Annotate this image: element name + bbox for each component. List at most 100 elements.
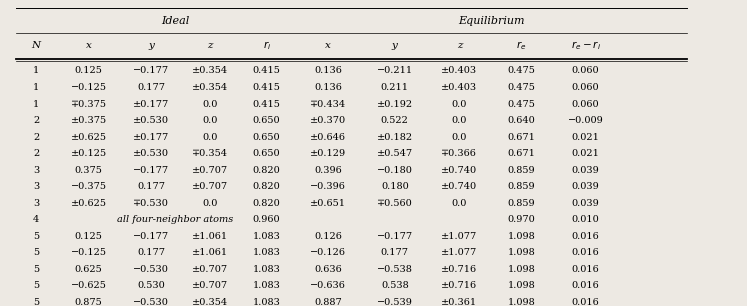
Text: ±0.740: ±0.740 (441, 166, 477, 175)
Text: ∓0.366: ∓0.366 (441, 149, 477, 158)
Text: −0.177: −0.177 (133, 232, 170, 241)
Text: ±0.646: ±0.646 (310, 132, 346, 142)
Text: −0.126: −0.126 (310, 248, 346, 257)
Text: 0.0: 0.0 (452, 199, 467, 208)
Text: 2: 2 (33, 132, 40, 142)
Text: 0.650: 0.650 (253, 149, 280, 158)
Text: Ideal: Ideal (161, 17, 190, 26)
Text: 0.016: 0.016 (571, 248, 600, 257)
Text: 0.960: 0.960 (253, 215, 280, 224)
Text: ±0.530: ±0.530 (133, 116, 170, 125)
Text: 1.098: 1.098 (507, 298, 536, 306)
Text: 1.083: 1.083 (252, 265, 281, 274)
Text: 0.180: 0.180 (381, 182, 409, 191)
Text: 0.415: 0.415 (252, 99, 281, 109)
Text: 0.671: 0.671 (507, 132, 536, 142)
Text: ±0.707: ±0.707 (192, 182, 228, 191)
Text: −0.177: −0.177 (376, 232, 413, 241)
Text: −0.530: −0.530 (133, 298, 170, 306)
Text: ±1.077: ±1.077 (441, 248, 477, 257)
Text: 0.126: 0.126 (314, 232, 342, 241)
Text: ±0.354: ±0.354 (192, 83, 228, 92)
Text: N: N (31, 41, 41, 50)
Text: 0.538: 0.538 (381, 281, 409, 290)
Text: 1.098: 1.098 (507, 265, 536, 274)
Text: 0.475: 0.475 (507, 83, 536, 92)
Text: ±0.403: ±0.403 (441, 83, 477, 92)
Text: ±0.354: ±0.354 (192, 66, 228, 76)
Text: 1.083: 1.083 (252, 281, 281, 290)
Text: 0.060: 0.060 (572, 66, 599, 76)
Text: 0.640: 0.640 (507, 116, 536, 125)
Text: 0.0: 0.0 (452, 99, 467, 109)
Text: ±0.547: ±0.547 (376, 149, 413, 158)
Text: ±0.354: ±0.354 (192, 298, 228, 306)
Text: ±1.061: ±1.061 (192, 232, 228, 241)
Text: 3: 3 (33, 166, 40, 175)
Text: 3: 3 (33, 182, 40, 191)
Text: −0.177: −0.177 (133, 66, 170, 76)
Text: 0.177: 0.177 (137, 248, 165, 257)
Text: 0.177: 0.177 (137, 182, 165, 191)
Text: 0.859: 0.859 (508, 166, 535, 175)
Text: ±0.716: ±0.716 (441, 265, 477, 274)
Text: 0.625: 0.625 (75, 265, 102, 274)
Text: 0.820: 0.820 (252, 182, 281, 191)
Text: 5: 5 (33, 232, 40, 241)
Text: 0.650: 0.650 (253, 116, 280, 125)
Text: Equilibrium: Equilibrium (458, 17, 524, 26)
Text: −0.538: −0.538 (376, 265, 413, 274)
Text: ±1.077: ±1.077 (441, 232, 477, 241)
Text: −0.125: −0.125 (70, 83, 107, 92)
Text: all four-neighbor atoms: all four-neighbor atoms (117, 215, 234, 224)
Text: 1.083: 1.083 (252, 232, 281, 241)
Text: 0.859: 0.859 (508, 199, 535, 208)
Text: ±0.707: ±0.707 (192, 166, 228, 175)
Text: 0.522: 0.522 (381, 116, 409, 125)
Text: 2: 2 (33, 116, 40, 125)
Text: 0.859: 0.859 (508, 182, 535, 191)
Text: 0.021: 0.021 (571, 149, 600, 158)
Text: x: x (325, 41, 331, 50)
Text: 0.021: 0.021 (571, 132, 600, 142)
Text: −0.177: −0.177 (133, 166, 170, 175)
Text: 0.396: 0.396 (314, 166, 342, 175)
Text: 0.887: 0.887 (314, 298, 342, 306)
Text: −0.539: −0.539 (376, 298, 413, 306)
Text: ±0.530: ±0.530 (133, 149, 170, 158)
Text: 0.136: 0.136 (314, 83, 342, 92)
Text: 0.016: 0.016 (571, 232, 600, 241)
Text: 0.475: 0.475 (507, 99, 536, 109)
Text: ±0.370: ±0.370 (310, 116, 346, 125)
Text: ±0.625: ±0.625 (70, 132, 107, 142)
Text: z: z (207, 41, 213, 50)
Text: 1.098: 1.098 (507, 232, 536, 241)
Text: 5: 5 (33, 298, 40, 306)
Text: 0.060: 0.060 (572, 99, 599, 109)
Text: ±0.716: ±0.716 (441, 281, 477, 290)
Text: 0.415: 0.415 (252, 83, 281, 92)
Text: −0.396: −0.396 (310, 182, 346, 191)
Text: 0.0: 0.0 (202, 199, 217, 208)
Text: ±0.740: ±0.740 (441, 182, 477, 191)
Text: 0.671: 0.671 (507, 149, 536, 158)
Text: 0.177: 0.177 (137, 83, 165, 92)
Text: 1: 1 (33, 66, 40, 76)
Text: ∓0.354: ∓0.354 (192, 149, 228, 158)
Text: $r_e-r_i$: $r_e-r_i$ (571, 39, 601, 52)
Text: 4: 4 (33, 215, 40, 224)
Text: 0.820: 0.820 (252, 166, 281, 175)
Text: y: y (392, 41, 397, 50)
Text: ±0.177: ±0.177 (133, 99, 170, 109)
Text: ±0.177: ±0.177 (133, 132, 170, 142)
Text: −0.009: −0.009 (568, 116, 604, 125)
Text: $r_i$: $r_i$ (262, 39, 271, 52)
Text: 0.136: 0.136 (314, 66, 342, 76)
Text: 1.083: 1.083 (252, 298, 281, 306)
Text: 0.010: 0.010 (571, 215, 600, 224)
Text: 0.375: 0.375 (75, 166, 102, 175)
Text: ±0.361: ±0.361 (441, 298, 477, 306)
Text: 0.0: 0.0 (452, 116, 467, 125)
Text: −0.625: −0.625 (70, 281, 107, 290)
Text: −0.125: −0.125 (70, 248, 107, 257)
